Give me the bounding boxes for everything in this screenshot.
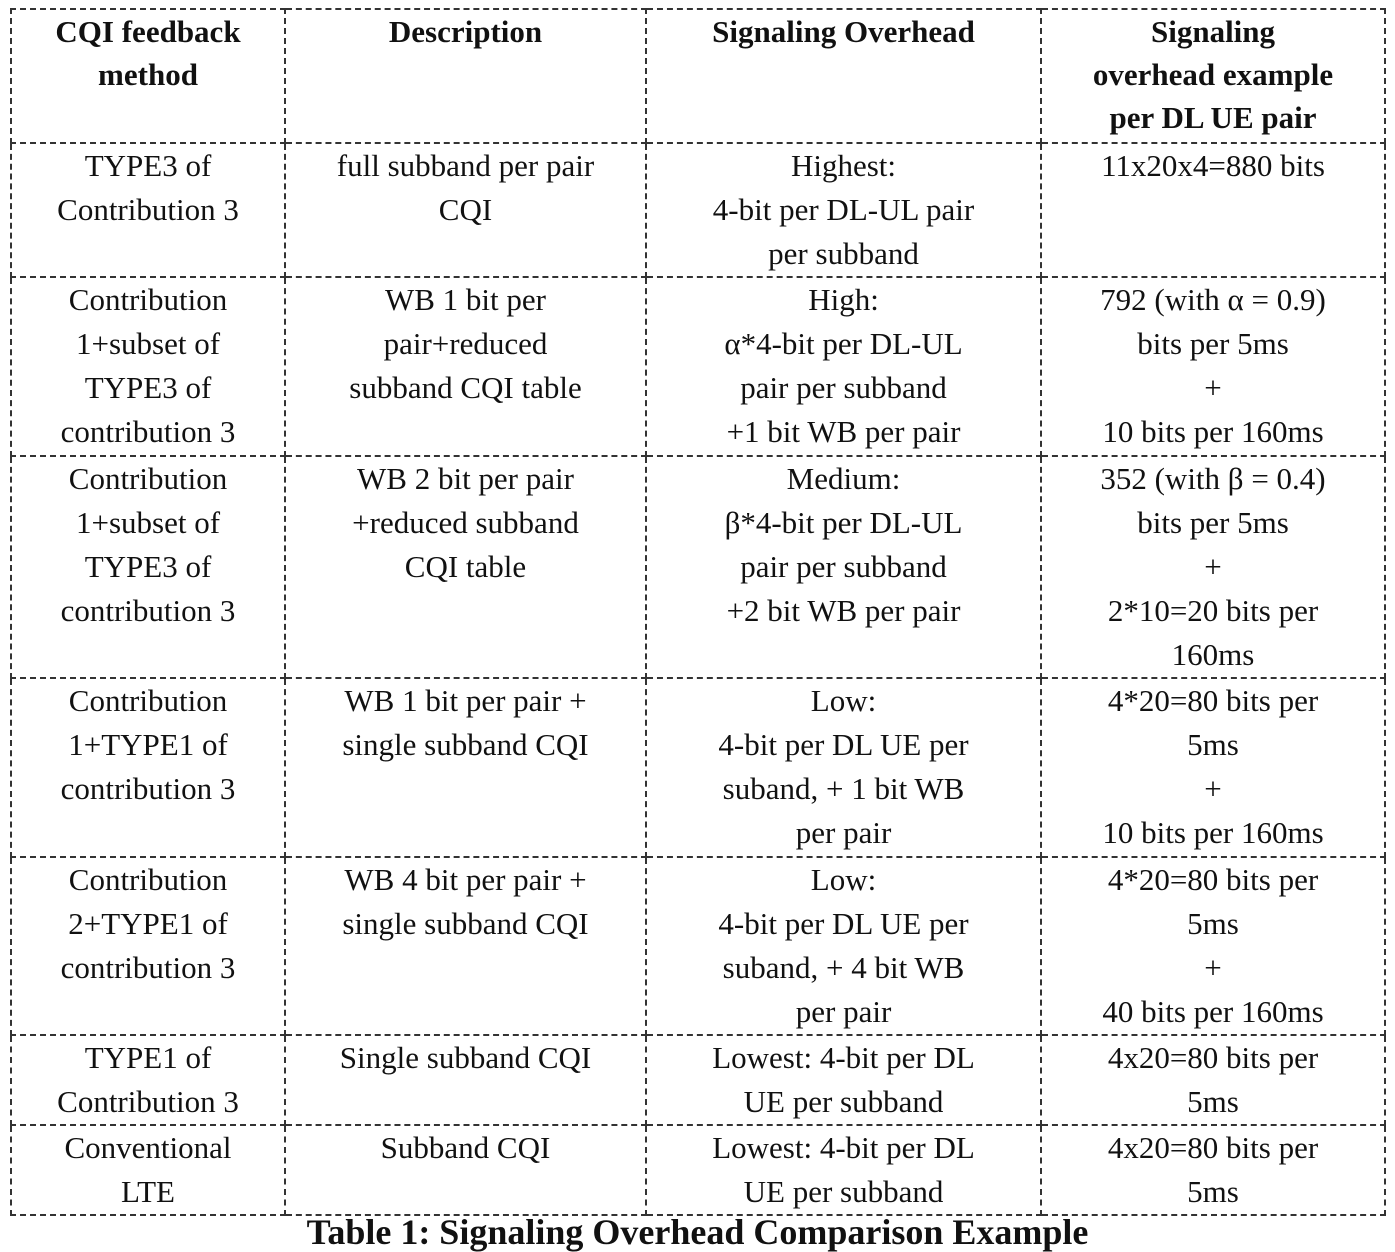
table-cell: WB 1 bit per pair+reduced subband CQI ta… (285, 277, 646, 456)
table-cell: TYPE1 of Contribution 3 (11, 1035, 285, 1125)
table-row: Contribution 1+TYPE1 of contribution 3WB… (11, 678, 1385, 857)
header-cell: CQI feedback method (11, 9, 285, 143)
table-cell: Single subband CQI (285, 1035, 646, 1125)
table-cell: Contribution 1+subset of TYPE3 of contri… (11, 456, 285, 678)
header-cell: Signaling overhead example per DL UE pai… (1041, 9, 1385, 143)
table-cell: Contribution 1+TYPE1 of contribution 3 (11, 678, 285, 857)
table-cell: 4x20=80 bits per 5ms (1041, 1035, 1385, 1125)
table-cell: 352 (with β = 0.4) bits per 5ms + 2*10=2… (1041, 456, 1385, 678)
table-cell: Medium: β*4-bit per DL-UL pair per subba… (646, 456, 1041, 678)
table-cell: TYPE3 of Contribution 3 (11, 143, 285, 277)
header-row: CQI feedback method Description Signalin… (11, 9, 1385, 143)
table-row: Contribution 1+subset of TYPE3 of contri… (11, 277, 1385, 456)
table-row: TYPE3 of Contribution 3full subband per … (11, 143, 1385, 277)
table-cell: Contribution 2+TYPE1 of contribution 3 (11, 857, 285, 1035)
table-row: Contribution 1+subset of TYPE3 of contri… (11, 456, 1385, 678)
table-cell: Highest: 4-bit per DL-UL pair per subban… (646, 143, 1041, 277)
table-cell: Contribution 1+subset of TYPE3 of contri… (11, 277, 285, 456)
table-cell: Conventional LTE (11, 1125, 285, 1215)
table-cell: WB 1 bit per pair + single subband CQI (285, 678, 646, 857)
table-row: TYPE1 of Contribution 3Single subband CQ… (11, 1035, 1385, 1125)
table-cell: WB 4 bit per pair + single subband CQI (285, 857, 646, 1035)
table-cell: High: α*4-bit per DL-UL pair per subband… (646, 277, 1041, 456)
table-cell: Lowest: 4-bit per DL UE per subband (646, 1125, 1041, 1215)
header-cell: Signaling Overhead (646, 9, 1041, 143)
table-cell: 4*20=80 bits per 5ms + 10 bits per 160ms (1041, 678, 1385, 857)
table-cell: WB 2 bit per pair +reduced subband CQI t… (285, 456, 646, 678)
header-cell: Description (285, 9, 646, 143)
table-cell: 792 (with α = 0.9) bits per 5ms + 10 bit… (1041, 277, 1385, 456)
table-row: Conventional LTESubband CQILowest: 4-bit… (11, 1125, 1385, 1215)
table-cell: full subband per pair CQI (285, 143, 646, 277)
table-cell: 4*20=80 bits per 5ms + 40 bits per 160ms (1041, 857, 1385, 1035)
table-cell: Low: 4-bit per DL UE per suband, + 4 bit… (646, 857, 1041, 1035)
table-cell: Low: 4-bit per DL UE per suband, + 1 bit… (646, 678, 1041, 857)
table-cell: 4x20=80 bits per 5ms (1041, 1125, 1385, 1215)
cqi-comparison-table: CQI feedback method Description Signalin… (10, 8, 1386, 1216)
table-cell: Lowest: 4-bit per DL UE per subband (646, 1035, 1041, 1125)
table-caption: Table 1: Signaling Overhead Comparison E… (0, 1212, 1395, 1252)
table-cell: 11x20x4=880 bits (1041, 143, 1385, 277)
table-row: Contribution 2+TYPE1 of contribution 3WB… (11, 857, 1385, 1035)
table-cell: Subband CQI (285, 1125, 646, 1215)
